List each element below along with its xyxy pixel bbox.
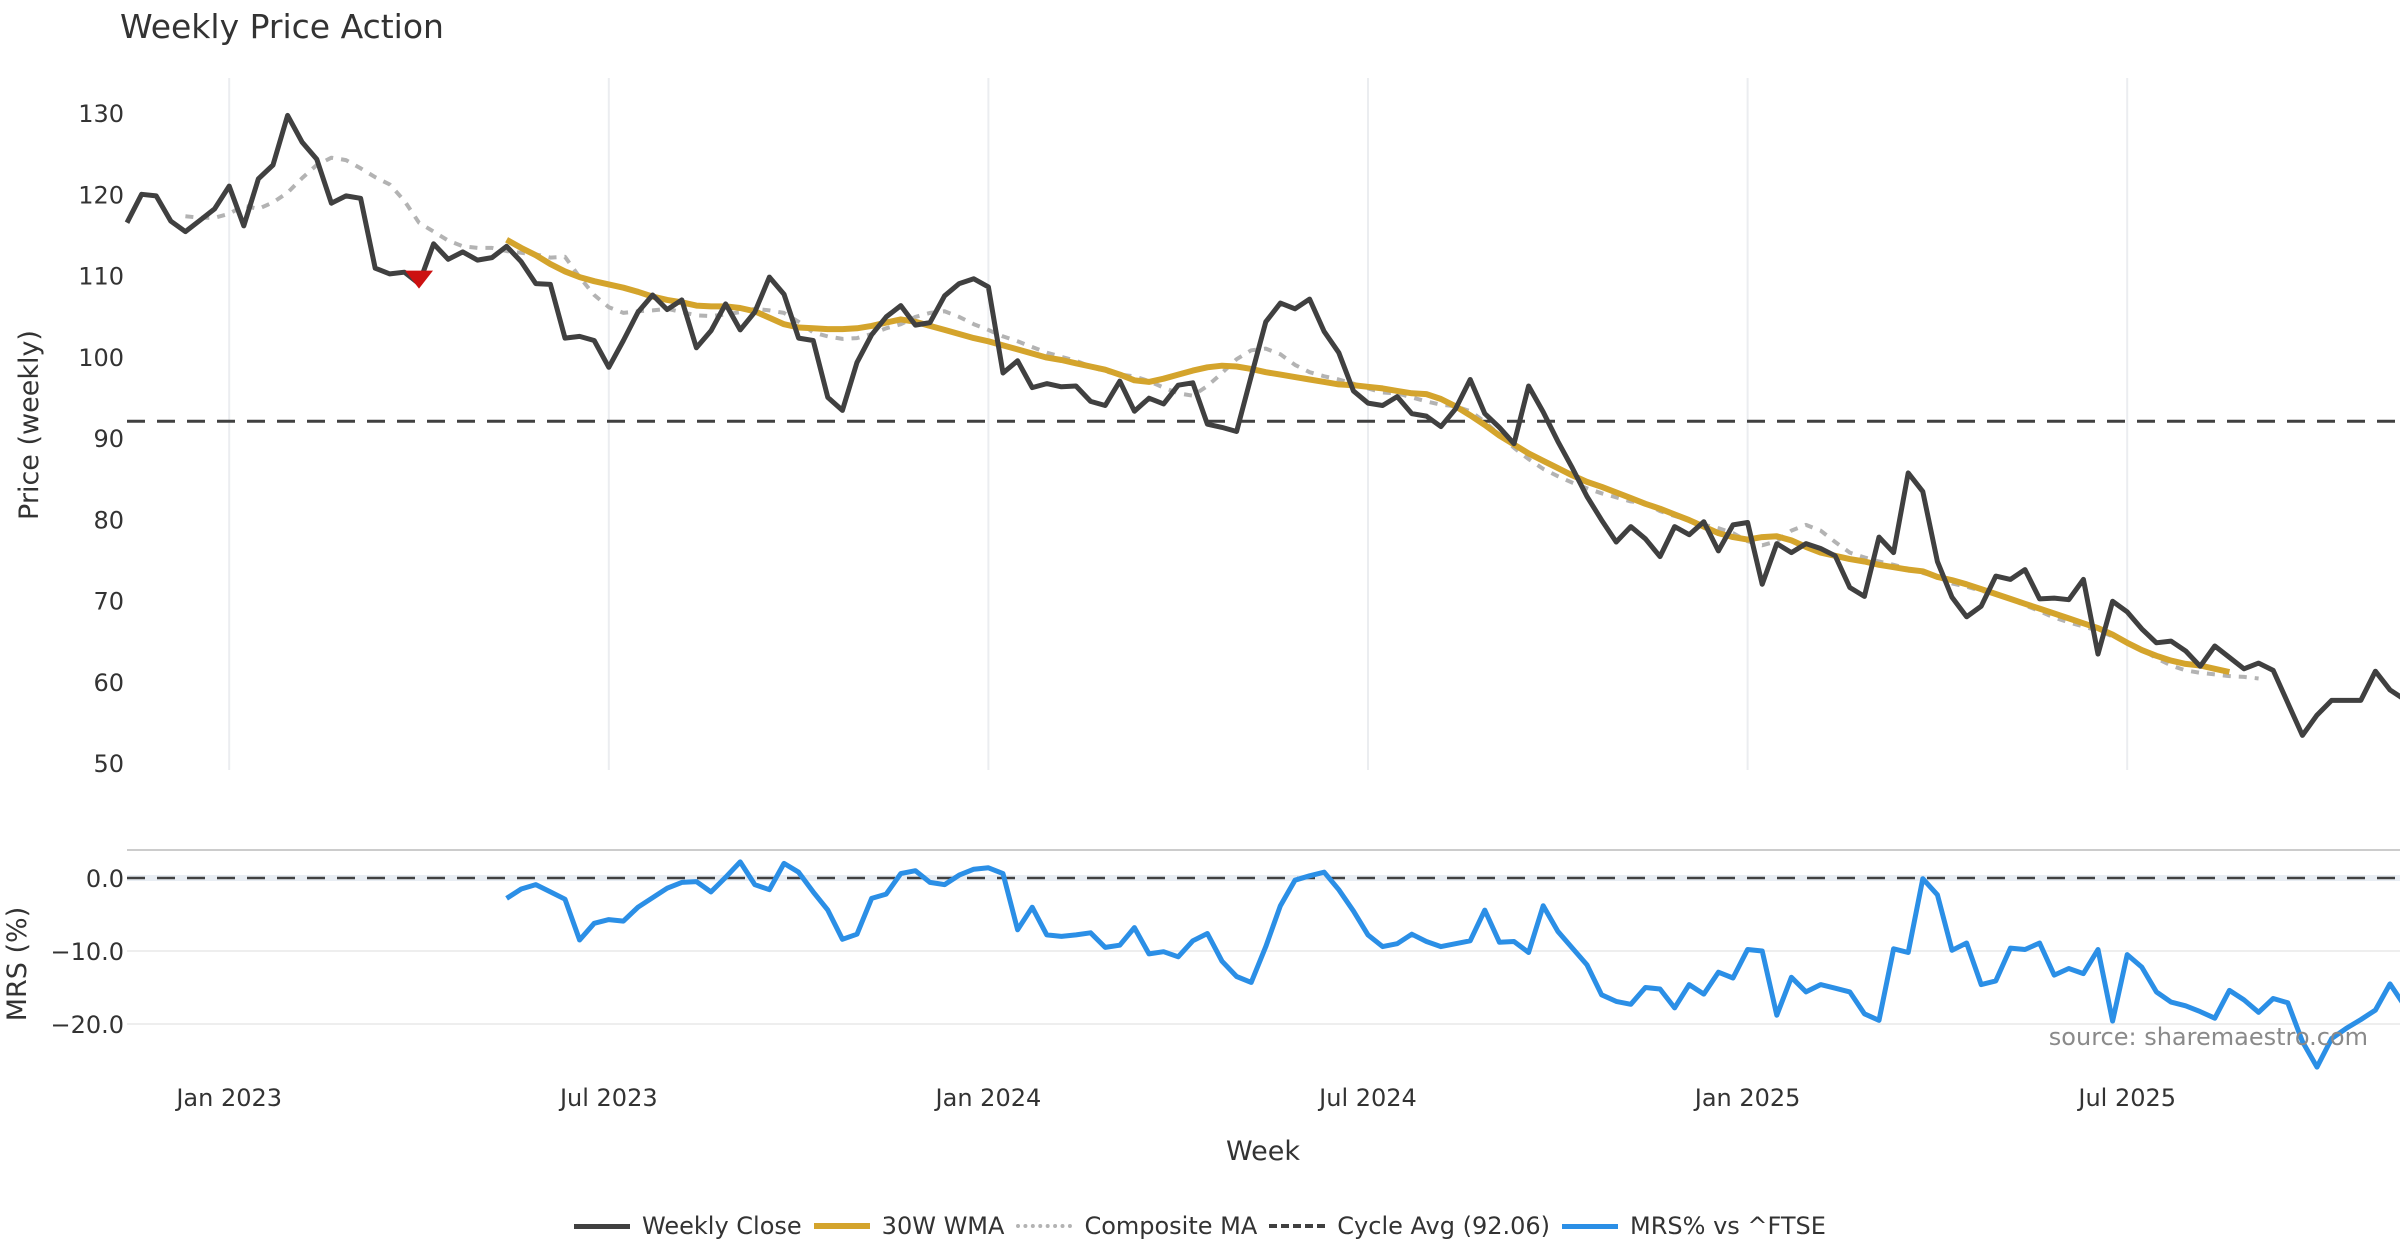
mrs-y-tick-label: −20.0 xyxy=(50,1011,124,1039)
legend-item-mrs[interactable]: MRS% vs ^FTSE xyxy=(1562,1212,1826,1240)
price-y-tick-label: 130 xyxy=(78,100,124,128)
x-tick-label: Jul 2023 xyxy=(558,1084,658,1112)
legend-label: Weekly Close xyxy=(642,1212,802,1240)
price-y-tick-label: 70 xyxy=(93,588,124,616)
legend-item-30w-wma[interactable]: 30W WMA xyxy=(813,1212,1005,1240)
legend-swatch-cycle-avg xyxy=(1269,1224,1326,1228)
price-series xyxy=(124,112,2400,738)
x-tick-label: Jan 2025 xyxy=(1693,1084,1801,1112)
price-y-tick-label: 90 xyxy=(93,425,124,453)
mrs-line xyxy=(505,859,2400,1070)
x-tick-label: Jan 2024 xyxy=(934,1084,1042,1112)
x-ticks: Jan 2023 Jul 2023 Jan 2024 Jul 2024 Jan 2025… xyxy=(174,1084,2176,1112)
composite-ma-line xyxy=(185,155,2259,681)
weekly-close-line xyxy=(124,112,2400,738)
price-y-tick-label: 50 xyxy=(93,750,124,778)
legend-label: 30W WMA xyxy=(881,1212,1005,1240)
legend-label: Composite MA xyxy=(1084,1212,1258,1240)
legend-label: Cycle Avg (92.06) xyxy=(1337,1212,1551,1240)
legend-swatch-30w-wma xyxy=(813,1223,870,1229)
legend-swatch-weekly-close xyxy=(574,1223,631,1229)
x-tick-label: Jul 2025 xyxy=(2076,1084,2176,1112)
mrs-y-axis-title: MRS (%) xyxy=(2,907,33,1022)
legend: Weekly Close 30W WMA Composite MA Cycle … xyxy=(0,1212,2400,1240)
price-y-axis-title: Price (weekly) xyxy=(14,330,45,520)
sell-signal-marker xyxy=(405,270,433,289)
x-axis-title: Week xyxy=(1226,1136,1300,1167)
mrs-y-tick-label: −10.0 xyxy=(50,938,124,966)
legend-swatch-composite-ma xyxy=(1016,1224,1073,1228)
x-tick-label: Jul 2024 xyxy=(1317,1084,1417,1112)
mrs-series xyxy=(127,859,2400,1070)
price-gridlines xyxy=(228,78,2129,770)
x-tick-label: Jan 2023 xyxy=(174,1084,282,1112)
mrs-y-tick-label: 0.0 xyxy=(86,865,124,893)
legend-item-cycle-avg[interactable]: Cycle Avg (92.06) xyxy=(1269,1212,1550,1240)
mrs-y-ticks: 0.0 −10.0 −20.0 xyxy=(50,865,124,1039)
chart-title: Weekly Price Action xyxy=(120,7,444,46)
price-y-tick-label: 120 xyxy=(78,181,124,209)
legend-item-composite-ma[interactable]: Composite MA xyxy=(1016,1212,1257,1240)
price-y-tick-label: 110 xyxy=(78,263,124,291)
price-y-tick-label: 80 xyxy=(93,506,124,534)
chart: Weekly Price Action 130 120 110 100 90 80 70 60… xyxy=(2,7,2400,1167)
legend-label: MRS% vs ^FTSE xyxy=(1630,1212,1826,1240)
price-y-tick-label: 100 xyxy=(78,344,124,372)
legend-swatch-mrs xyxy=(1562,1223,1619,1229)
legend-item-weekly-close[interactable]: Weekly Close xyxy=(574,1212,802,1240)
source-note: source: sharemaestro.com xyxy=(2049,1023,2368,1051)
price-y-tick-label: 60 xyxy=(93,669,124,697)
price-y-ticks: 130 120 110 100 90 80 70 60 50 xyxy=(78,100,124,778)
